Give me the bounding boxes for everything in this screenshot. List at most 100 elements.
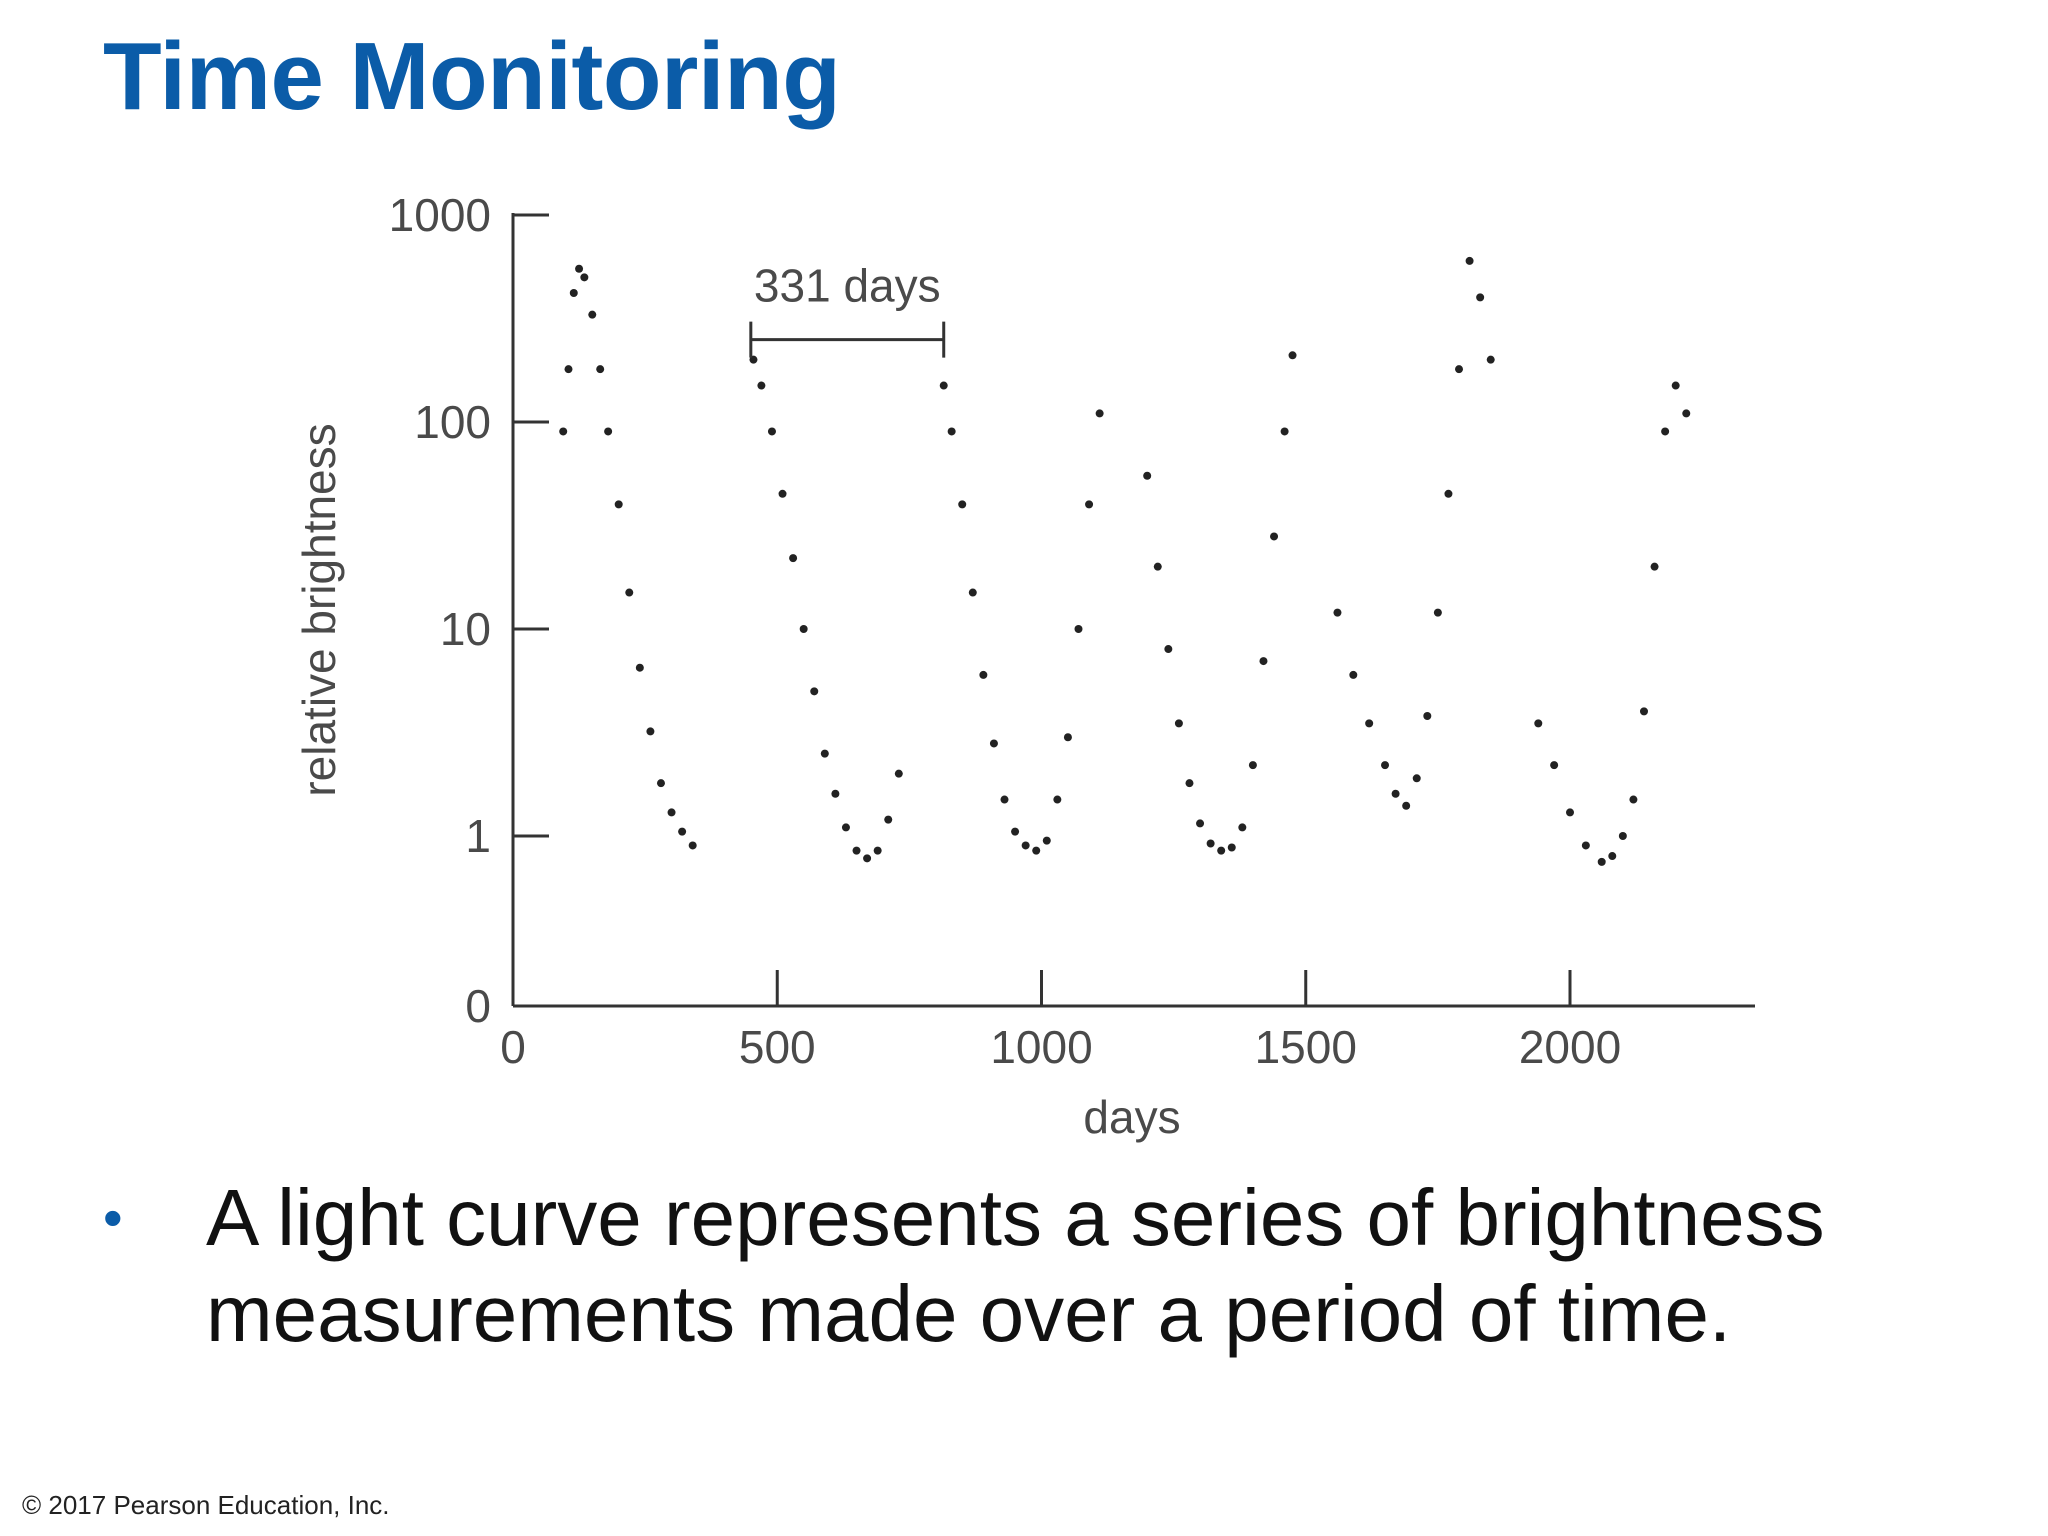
data-point — [1365, 719, 1374, 728]
data-point — [767, 427, 776, 436]
data-point — [884, 815, 893, 824]
data-point — [1455, 365, 1464, 374]
data-point — [1629, 795, 1638, 804]
data-point — [625, 588, 634, 597]
data-point — [749, 355, 758, 364]
data-points — [559, 256, 1691, 866]
data-point — [1095, 409, 1104, 418]
data-point — [820, 749, 829, 758]
data-point — [1021, 841, 1030, 850]
data-point — [1423, 711, 1432, 720]
data-point — [1032, 846, 1041, 855]
data-point — [1185, 779, 1194, 788]
data-point — [1063, 733, 1072, 742]
data-point — [1270, 532, 1279, 541]
data-point — [1174, 719, 1183, 728]
data-point — [1206, 839, 1215, 848]
data-point — [1153, 562, 1162, 571]
data-point — [1618, 832, 1627, 840]
period-annotation: 331 days — [749, 260, 946, 358]
data-point — [569, 288, 578, 297]
data-point — [831, 789, 840, 798]
data-point — [1259, 657, 1268, 666]
data-point — [688, 841, 697, 850]
data-point — [778, 489, 787, 498]
data-point — [1381, 761, 1390, 770]
data-point — [1550, 761, 1559, 770]
data-point — [1581, 841, 1590, 850]
data-point — [1074, 625, 1083, 633]
data-point — [1412, 774, 1421, 783]
data-point — [1486, 355, 1495, 364]
x-tick-label: 1000 — [990, 1021, 1092, 1073]
data-point — [947, 427, 956, 436]
data-point — [958, 500, 967, 509]
data-point — [1476, 293, 1485, 302]
data-point — [1288, 351, 1297, 360]
y-tick-label: 100 — [414, 396, 491, 448]
data-point — [873, 846, 882, 855]
data-point — [1682, 409, 1691, 418]
data-point — [1000, 795, 1009, 804]
copyright-notice: © 2017 Pearson Education, Inc. — [22, 1490, 390, 1520]
axis-ticks: 0 1 10 100 1000 0 500 1000 1500 2000 — [389, 189, 1622, 1073]
data-point — [614, 500, 623, 509]
data-point — [1608, 852, 1617, 861]
y-tick-label: 1 — [465, 810, 491, 862]
data-point — [1639, 707, 1648, 716]
data-point — [1444, 489, 1453, 498]
data-point — [1465, 256, 1474, 265]
x-tick-label: 1500 — [1255, 1021, 1357, 1073]
data-point — [678, 827, 687, 836]
data-point — [894, 769, 903, 778]
data-point — [789, 554, 798, 563]
y-axis-label: relative brightness — [293, 423, 345, 796]
data-point — [1164, 645, 1173, 654]
data-point — [1661, 427, 1670, 436]
y-tick-label: 0 — [465, 980, 491, 1032]
y-tick-label: 1000 — [389, 189, 491, 241]
data-point — [1650, 562, 1659, 571]
data-point — [1227, 843, 1236, 852]
data-point — [588, 310, 597, 319]
data-point — [1433, 608, 1442, 617]
light-curve-chart: 0 1 10 100 1000 0 500 1000 1500 2000 331 days day… — [293, 189, 1755, 1143]
data-point — [852, 846, 861, 855]
data-point — [939, 381, 948, 390]
data-point — [1671, 381, 1680, 390]
data-point — [799, 625, 808, 633]
data-point — [1333, 608, 1342, 617]
data-point — [1391, 789, 1400, 798]
y-tick-label: 10 — [440, 603, 491, 655]
data-point — [1566, 808, 1574, 817]
chart-axes — [511, 213, 1755, 1008]
data-point — [604, 427, 613, 436]
data-point — [1349, 670, 1358, 679]
data-point — [989, 739, 998, 748]
bullet-point: • A light curve represents a series of b… — [103, 1170, 2003, 1362]
data-point — [863, 854, 872, 863]
data-point — [1196, 819, 1205, 828]
data-point — [575, 264, 584, 273]
data-point — [841, 823, 850, 832]
data-point — [968, 588, 977, 597]
data-point — [1217, 846, 1226, 855]
slide-title: Time Monitoring — [103, 23, 841, 130]
data-point — [656, 779, 665, 788]
data-point — [757, 381, 766, 390]
data-point — [1402, 801, 1411, 810]
data-point — [1597, 857, 1606, 866]
annotation-label: 331 days — [754, 260, 941, 312]
data-point — [810, 687, 819, 696]
data-point — [646, 727, 655, 736]
data-point — [596, 365, 605, 374]
x-tick-label: 500 — [739, 1021, 816, 1073]
bullet-text: A light curve represents a series of bri… — [206, 1173, 1825, 1358]
data-point — [1143, 471, 1152, 480]
data-point — [1280, 427, 1289, 436]
data-point — [1042, 836, 1051, 845]
data-point — [1085, 500, 1094, 509]
data-point — [1534, 719, 1543, 728]
x-tick-label: 0 — [500, 1021, 526, 1073]
data-point — [667, 808, 676, 817]
